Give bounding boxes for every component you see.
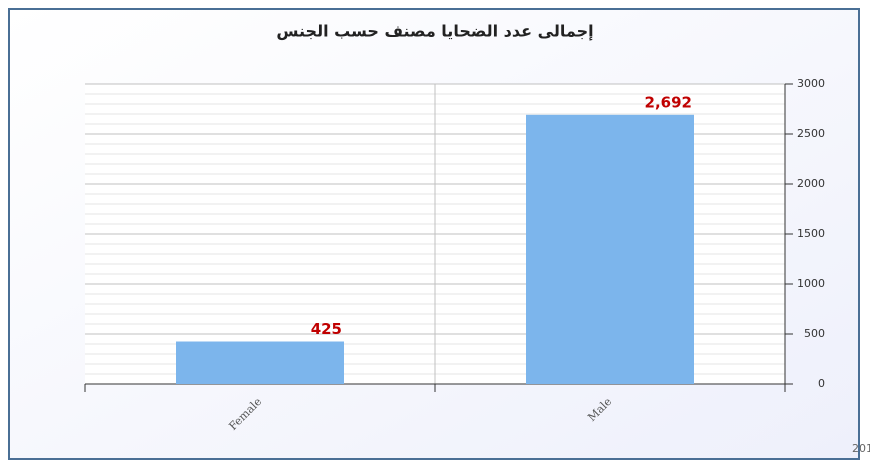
y-tick-label: 1000 <box>797 277 825 290</box>
y-tick-label: 0 <box>818 377 825 390</box>
y-tick-label: 1500 <box>797 227 825 240</box>
bar <box>526 114 694 385</box>
y-tick-label: 500 <box>804 327 825 340</box>
footer: مجموعة العمل من أجل فلسطينيى سورية © 201… <box>852 441 870 455</box>
value-label: 425 <box>311 320 342 338</box>
y-tick-label: 2500 <box>797 127 825 140</box>
y-tick-label: 2000 <box>797 177 825 190</box>
chart-title: إجمالى عدد الضحايا مصنف حسب الجنس <box>276 22 593 41</box>
value-label: 2,692 <box>645 93 692 111</box>
bar <box>176 341 344 384</box>
y-tick-label: 3000 <box>797 77 825 90</box>
